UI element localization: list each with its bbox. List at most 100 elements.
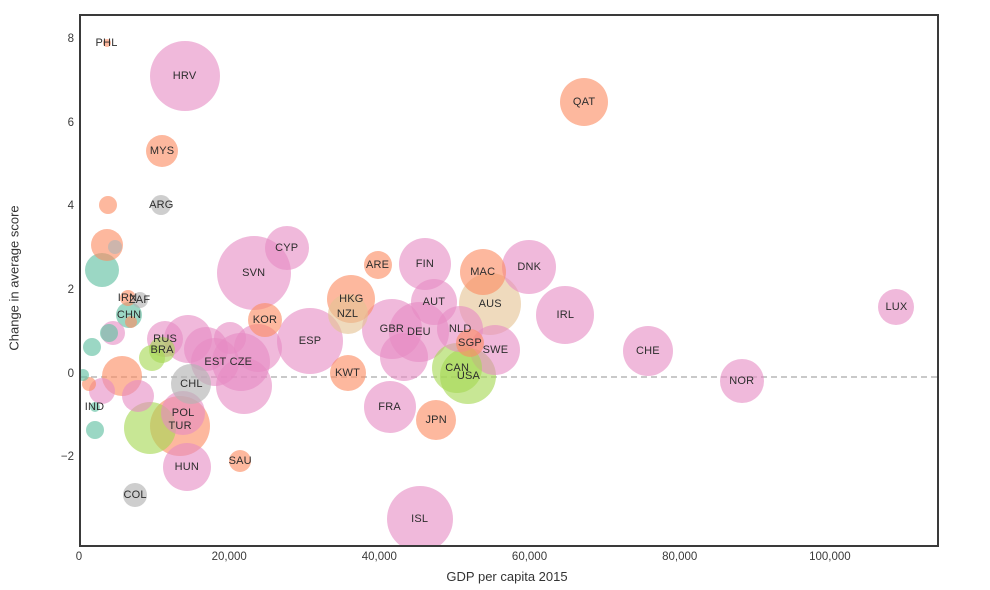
bubble-dnk	[502, 239, 557, 294]
bubble-kwt	[329, 354, 366, 391]
country-label-tur: TUR	[168, 420, 192, 433]
x-tick-label: 60,000	[511, 551, 548, 563]
country-label-col: COL	[123, 489, 147, 502]
bubble-unlabeled	[124, 315, 137, 328]
country-label-svn: SVN	[242, 267, 266, 280]
x-tick-label: 40,000	[361, 551, 397, 563]
country-label-irl: IRL	[556, 309, 575, 321]
bubble-nor	[719, 359, 764, 404]
country-label-mys: MYS	[149, 145, 175, 158]
country-label-qat: QAT	[572, 95, 596, 108]
bubble-lux	[878, 289, 915, 326]
country-label-ind: IND	[84, 400, 105, 413]
bubble-zaf	[131, 291, 148, 308]
zero-dashed-line	[81, 375, 937, 378]
bubble-jpn	[416, 400, 457, 441]
bubble-unlabeled	[82, 377, 97, 392]
y-tick-label: 2	[67, 284, 74, 296]
country-label-gbr: GBR	[379, 322, 405, 335]
bubble-hrv	[149, 40, 220, 111]
bubble-sgp	[455, 328, 484, 357]
country-label-can: CAN	[445, 361, 470, 374]
country-label-cyp: CYP	[275, 242, 299, 255]
country-label-nld: NLD	[448, 322, 472, 335]
country-label-zaf: ZAF	[128, 293, 151, 306]
country-label-dnk: DNK	[517, 260, 542, 273]
bubble-unlabeled	[213, 322, 246, 354]
country-label-fra: FRA	[378, 400, 401, 413]
country-label-bra: BRA	[150, 343, 174, 356]
bubble-col	[123, 483, 148, 508]
country-label-irn: IRN	[117, 291, 138, 304]
country-label-nor: NOR	[729, 375, 755, 388]
bubble-ind	[89, 401, 100, 412]
country-label-arg: ARG	[149, 199, 174, 212]
country-label-mac: MAC	[470, 265, 496, 278]
bubble-unlabeled	[85, 421, 104, 440]
bubble-kor	[247, 303, 282, 338]
bubble-mac	[459, 248, 506, 295]
bubble-phl	[102, 39, 111, 48]
country-label-isl: ISL	[411, 513, 429, 526]
country-label-deu: DEU	[406, 325, 431, 338]
bubble-are	[363, 251, 392, 280]
bubble-nzl	[327, 293, 368, 334]
country-label-rus: RUS	[153, 332, 178, 345]
bubble-unlabeled	[122, 379, 155, 412]
bubble-unlabeled	[81, 368, 90, 381]
bubble-hun	[162, 443, 211, 492]
bubble-unlabeled	[99, 196, 118, 215]
y-tick-label: −2	[60, 451, 74, 464]
country-label-jpn: JPN	[425, 414, 447, 427]
country-label-swe: SWE	[482, 343, 509, 356]
bubble-fra	[363, 380, 416, 433]
y-tick-label: 0	[67, 367, 74, 380]
y-tick-label: 8	[67, 33, 74, 46]
y-axis-title: Change in average score	[6, 205, 22, 351]
bubble-unlabeled	[82, 337, 101, 356]
bubble-cyp	[264, 226, 309, 271]
country-label-hun: HUN	[174, 461, 200, 474]
country-label-esp: ESP	[298, 334, 322, 347]
country-label-aus: AUS	[478, 298, 502, 311]
country-label-fin: FIN	[415, 257, 435, 270]
country-label-chn: CHN	[116, 309, 142, 321]
country-label-kor: KOR	[252, 314, 278, 327]
country-label-sau: SAU	[228, 455, 252, 468]
country-label-phl: PHL	[95, 37, 118, 50]
country-label-usa: USA	[456, 369, 481, 382]
bubble-qat	[560, 77, 609, 126]
country-label-che: CHE	[635, 344, 660, 357]
country-label-aut: AUT	[422, 296, 446, 309]
bubble-irn	[119, 289, 136, 306]
country-label-chl: CHL	[180, 378, 203, 391]
country-label-are: ARE	[365, 259, 390, 272]
bubble-mys	[146, 135, 179, 168]
bubble-che	[622, 325, 673, 376]
bubble-arg	[151, 195, 172, 216]
y-tick-label: 4	[67, 200, 74, 213]
bubble-isl	[386, 486, 453, 545]
x-tick-label: 80,000	[662, 551, 698, 563]
country-label-kwt: KWT	[335, 366, 361, 379]
country-label-pol: POL	[171, 407, 195, 420]
bubble-unlabeled	[379, 332, 428, 381]
y-tick-label: 6	[67, 116, 74, 129]
bubble-unlabeled	[139, 344, 166, 371]
country-label-cze: CZE	[229, 355, 253, 368]
bubble-unlabeled	[107, 240, 122, 255]
bubble-sau	[229, 450, 252, 473]
x-tick-label: 20,000	[211, 551, 247, 563]
plot-area: PHL HRV QAT MYS ARG CYP SVN ARE FIN MAC DNK IRN ZAF C…	[79, 14, 939, 547]
country-label-nzl: NZL	[336, 307, 359, 320]
bubble-unlabeled	[99, 323, 118, 342]
country-label-lux: LUX	[885, 301, 908, 314]
x-axis-title: GDP per capita 2015	[446, 569, 568, 584]
bubble-irl	[536, 286, 595, 344]
country-label-hrv: HRV	[172, 69, 197, 82]
x-tick-label: 0	[75, 551, 83, 563]
country-label-est: EST	[204, 355, 227, 368]
country-label-hkg: HKG	[339, 293, 364, 306]
country-label-sgp: SGP	[458, 336, 482, 349]
